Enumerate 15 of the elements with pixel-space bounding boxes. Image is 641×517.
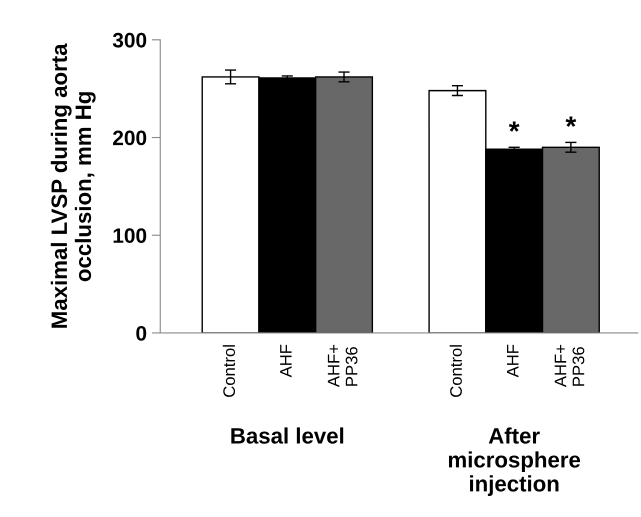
- x-tick-label: Control: [450, 345, 462, 397]
- x-tick-label: AHF: [280, 344, 292, 378]
- y-tick-label: 100: [114, 228, 146, 243]
- y-tick-label: 200: [113, 130, 146, 146]
- y-axis-title: Maximal LVSP during aorta occlusion, mm Hg: [50, 43, 96, 328]
- y-tick-label: 0: [136, 326, 146, 341]
- data-label: *: [566, 116, 576, 127]
- data-label: *: [508, 121, 520, 132]
- x-tick-label: Control: [222, 345, 236, 397]
- x-tick-label: AHF: [507, 344, 518, 378]
- text: Basal level: [231, 427, 344, 444]
- text: After microsphere injection: [448, 427, 580, 496]
- x-tick-label: AHF+ PP36: [554, 344, 584, 388]
- x-tick-label: AHF+ PP36: [328, 344, 358, 388]
- y-tick-label: 300: [112, 32, 146, 48]
